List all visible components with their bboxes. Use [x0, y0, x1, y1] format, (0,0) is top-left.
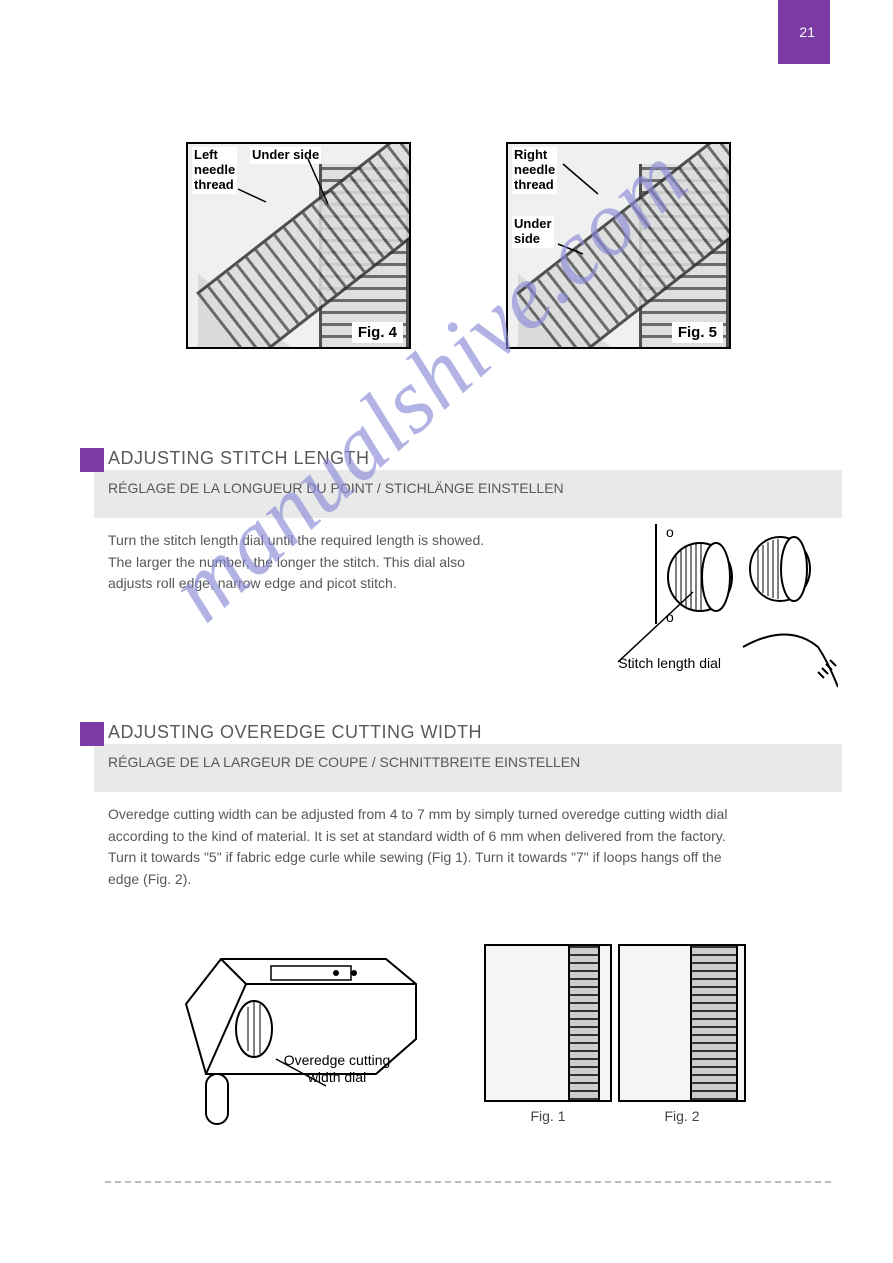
- fig5-label: Fig. 5: [672, 322, 723, 343]
- section-header-overedge: ADJUSTING OVEREDGE CUTTING WIDTH RÉGLAGE…: [80, 732, 842, 782]
- figure-row-bottom: Fig. 1 Fig. 2: [176, 944, 746, 1126]
- footer-divider: [105, 1181, 831, 1183]
- section2-subtitle: RÉGLAGE DE LA LARGEUR DE COUPE / SCHNITT…: [108, 754, 580, 770]
- section1-title: ADJUSTING STITCH LENGTH: [108, 448, 370, 469]
- sample-fig2: [618, 944, 746, 1102]
- section-header-stitch-length: ADJUSTING STITCH LENGTH RÉGLAGE DE LA LO…: [80, 458, 842, 508]
- svg-text:o: o: [666, 524, 674, 540]
- fig2-caption: Fig. 2: [618, 1108, 746, 1124]
- figure-row-top: Left needle thread Under side Fig. 4 Rig…: [186, 142, 731, 349]
- fig1-caption: Fig. 1: [484, 1108, 612, 1124]
- overedge-dial-figure: [176, 944, 434, 1126]
- stitch-length-dial-label: Stitch length dial: [618, 655, 721, 671]
- stitch-length-dial-figure: o o: [528, 522, 838, 705]
- section2-title: ADJUSTING OVEREDGE CUTTING WIDTH: [108, 722, 482, 743]
- overedge-dial-label: Overedge cutting width dial: [262, 1052, 412, 1086]
- section2-body: Overedge cutting width can be adjusted f…: [108, 804, 728, 891]
- page-number: 21: [799, 24, 815, 40]
- figure-4: Left needle thread Under side Fig. 4: [186, 142, 411, 349]
- fig4-label: Fig. 4: [352, 322, 403, 343]
- section1-body: Turn the stitch length dial until the re…: [108, 530, 508, 595]
- sample-figures: Fig. 1 Fig. 2: [484, 944, 746, 1124]
- section1-subtitle: RÉGLAGE DE LA LONGUEUR DU POINT / STICHL…: [108, 480, 564, 496]
- figure-5: Right needle thread Under side Fig. 5: [506, 142, 731, 349]
- sample-fig1: [484, 944, 612, 1102]
